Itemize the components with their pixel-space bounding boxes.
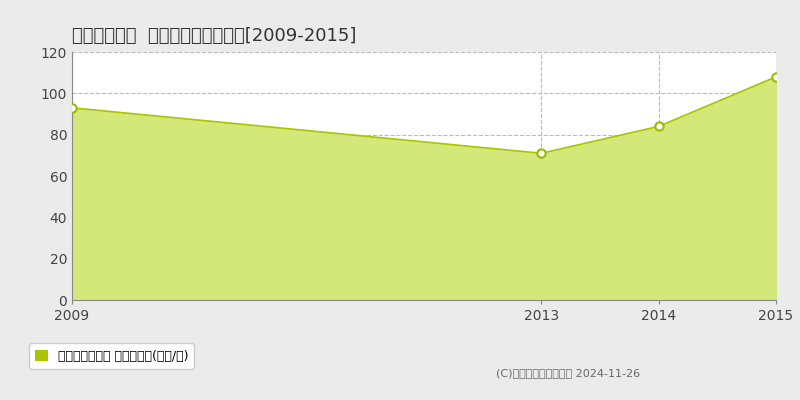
Text: 三島市南田町  マンション価格推移[2009-2015]: 三島市南田町 マンション価格推移[2009-2015] [72, 27, 356, 45]
Legend: マンション価格 平均坪単価(万円/坪): マンション価格 平均坪単価(万円/坪) [29, 344, 194, 369]
Text: (C)土地価格ドットコム 2024-11-26: (C)土地価格ドットコム 2024-11-26 [496, 368, 640, 378]
